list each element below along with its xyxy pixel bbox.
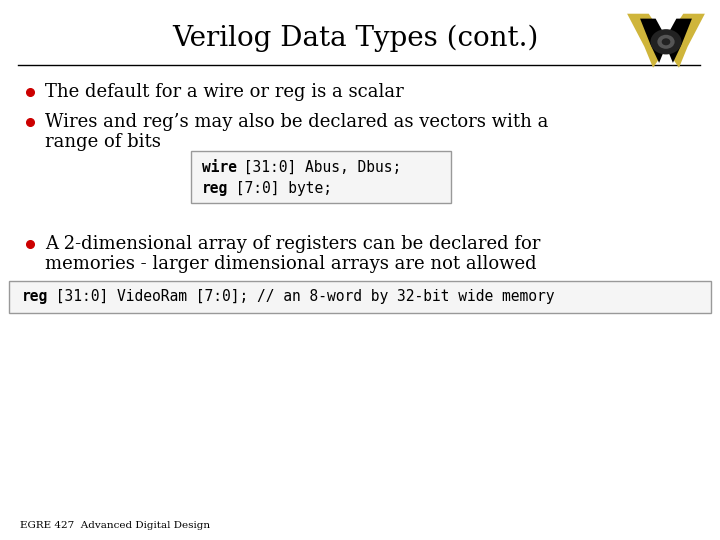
- Text: [31:0] Abus, Dbus;: [31:0] Abus, Dbus;: [235, 159, 401, 174]
- FancyBboxPatch shape: [191, 151, 451, 203]
- FancyBboxPatch shape: [9, 281, 711, 313]
- Text: range of bits: range of bits: [45, 133, 161, 151]
- Text: reg: reg: [202, 181, 228, 197]
- Circle shape: [650, 29, 682, 55]
- Text: reg: reg: [22, 289, 48, 305]
- Circle shape: [657, 35, 675, 49]
- Text: [31:0] VideoRam [7:0]; // an 8-word by 32-bit wide memory: [31:0] VideoRam [7:0]; // an 8-word by 3…: [47, 289, 554, 305]
- Text: EGRE 427  Advanced Digital Design: EGRE 427 Advanced Digital Design: [20, 521, 210, 530]
- Text: A 2-dimensional array of registers can be declared for: A 2-dimensional array of registers can b…: [45, 235, 541, 253]
- Polygon shape: [640, 18, 692, 63]
- Text: Verilog Data Types (cont.): Verilog Data Types (cont.): [172, 24, 538, 52]
- Text: Wires and reg’s may also be declared as vectors with a: Wires and reg’s may also be declared as …: [45, 113, 549, 131]
- Text: The default for a wire or reg is a scalar: The default for a wire or reg is a scala…: [45, 83, 404, 101]
- Text: memories - larger dimensional arrays are not allowed: memories - larger dimensional arrays are…: [45, 255, 536, 273]
- Text: [7:0] byte;: [7:0] byte;: [227, 181, 332, 197]
- Polygon shape: [627, 14, 705, 68]
- Circle shape: [662, 38, 670, 45]
- Text: wire: wire: [202, 159, 237, 174]
